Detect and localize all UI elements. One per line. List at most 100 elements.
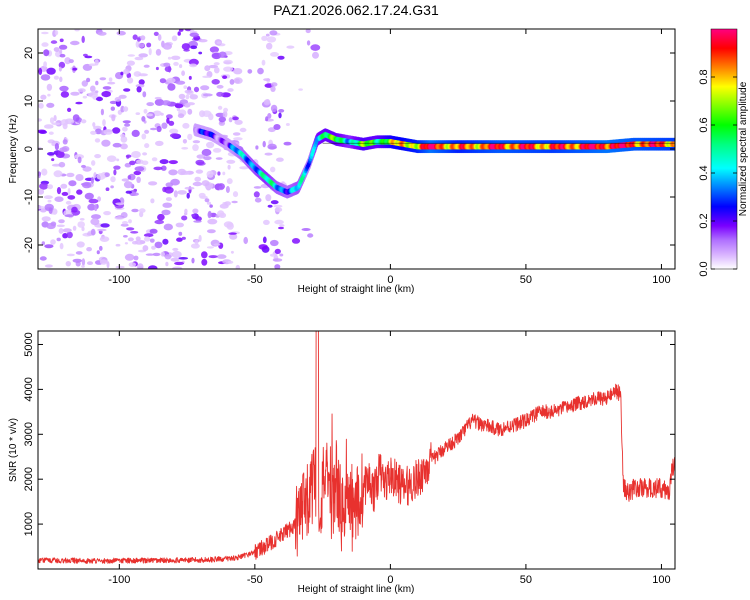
spectrogram-noise-blob <box>71 206 78 213</box>
spectrogram-noise-blob <box>81 226 85 232</box>
spectrogram-noise-blob <box>135 84 145 88</box>
spectrogram-noise-blob <box>152 110 162 117</box>
spectrogram-noise-blob <box>59 38 64 43</box>
spectrogram-noise-blob <box>141 133 147 140</box>
spectrogram-noise-blob <box>152 252 161 257</box>
spectrogram-noise-blob <box>169 128 179 134</box>
spectrogram-noise-blob <box>269 30 278 36</box>
spectrogram-noise-blob <box>59 242 64 250</box>
spectrogram-noise-blob <box>140 35 146 41</box>
spectrogram-noise-blob <box>67 107 72 112</box>
spectrogram-noise-blob <box>100 223 110 228</box>
spectrogram-ytick-label: 0 <box>23 146 35 152</box>
spectrogram-noise-blob <box>172 247 179 251</box>
spectrogram-noise-blob <box>143 64 150 68</box>
spectrogram-noise-blob <box>213 243 221 246</box>
spectrogram-noise-blob <box>305 29 311 34</box>
colorbar-gradient <box>710 28 738 270</box>
spectrogram-noise-blob <box>44 244 54 249</box>
spectrogram-noise-blob <box>47 152 55 156</box>
spectrogram-ylabel: Frequency (Hz) <box>8 115 19 184</box>
spectrogram-noise-blob <box>94 154 101 159</box>
spectrogram-noise-blob <box>209 46 219 53</box>
spectrogram-noise-blob <box>234 119 243 125</box>
spectrogram-noise-blob <box>94 138 101 143</box>
spectrogram-noise-blob <box>270 104 278 113</box>
colorbar-tick-label: 0.0 <box>698 261 710 276</box>
spectrogram-noise-blob <box>206 170 214 178</box>
spectrogram-noise-blob <box>153 166 163 171</box>
spectrogram-ytick-label: 10 <box>23 95 35 107</box>
spectrogram-noise-blob <box>48 131 54 135</box>
spectrogram-noise-blob <box>169 133 180 138</box>
spectrogram-noise-blob <box>189 32 199 37</box>
spectrogram-noise-blob <box>239 127 247 133</box>
spectrogram-noise-blob <box>201 251 208 259</box>
spectrogram-noise-blob <box>168 169 178 176</box>
colorbar-tick-label: 0.6 <box>698 117 710 132</box>
spectrogram-noise-blob <box>182 122 190 129</box>
colorbar-tick-label: 0.4 <box>698 165 710 180</box>
spectrogram-noise-blob <box>206 141 215 149</box>
spectrogram-noise-blob <box>228 232 237 235</box>
spectrogram-noise-blob <box>155 140 164 146</box>
spectrogram-noise-blob <box>146 42 152 48</box>
spectrogram-noise-blob <box>101 139 111 147</box>
spectrogram-ridge-layer <box>193 123 675 199</box>
spectrogram-noise-blob <box>178 93 186 100</box>
spectrogram-noise-blob <box>94 128 102 135</box>
spectrogram-noise-blob <box>253 186 262 189</box>
spectrogram-noise-blob <box>50 40 58 44</box>
spectrogram-noise-blob <box>229 79 235 85</box>
spectrogram-noise-blob <box>232 116 239 121</box>
spectrogram-noise-blob <box>201 258 208 266</box>
spectrogram-noise-blob <box>132 34 138 40</box>
spectrogram-noise-blob <box>122 126 128 132</box>
spectrogram-noise-blob <box>193 220 202 223</box>
spectrogram-noise-blob <box>216 254 227 259</box>
spectrogram-noise-blob <box>243 236 248 245</box>
spectrogram-noise-blob <box>181 43 191 50</box>
spectrogram-noise-blob <box>164 254 172 260</box>
spectrogram-noise-blob <box>81 265 85 268</box>
spectrogram-noise-blob <box>174 261 185 266</box>
colorbar-label: Normalized spectral amplitude <box>738 81 749 216</box>
spectrogram-noise-blob <box>99 245 103 251</box>
spectrogram-noise-blob <box>196 154 206 159</box>
spectrogram-noise-blob <box>130 231 139 234</box>
snr-xtick-label: 100 <box>652 574 670 586</box>
spectrogram-noise-blob <box>155 66 159 71</box>
spectrogram-noise-blob <box>198 234 202 242</box>
spectrogram-noise-blob <box>151 157 158 162</box>
spectrogram-noise-blob <box>148 181 158 186</box>
spectrogram-noise-blob <box>110 106 116 111</box>
spectrogram-noise-blob <box>173 190 178 198</box>
spectrogram-noise-blob <box>54 143 60 151</box>
spectrogram-noise-blob <box>278 226 284 230</box>
spectrogram-noise-blob <box>107 81 116 85</box>
spectrogram-noise-blob <box>178 257 189 260</box>
spectrogram-noise-blob <box>38 171 42 177</box>
snr-ytick-label: 3000 <box>23 422 35 446</box>
spectrogram-noise-blob <box>47 93 51 97</box>
spectrogram-noise-blob <box>195 159 205 166</box>
spectrogram-noise-blob <box>88 63 97 67</box>
spectrogram-noise-blob <box>266 36 277 43</box>
spectrogram-noise-blob <box>126 60 135 66</box>
spectrogram-noise-blob <box>227 88 234 92</box>
spectrogram-noise-blob <box>96 96 103 102</box>
spectrogram-noise-blob <box>135 112 141 115</box>
spectrogram-noise-blob <box>54 30 59 36</box>
spectrogram-noise-blob <box>217 105 223 110</box>
spectrogram-noise-blob <box>184 29 192 32</box>
spectrogram-noise-blob <box>159 78 166 84</box>
spectrogram-noise-blob <box>263 99 271 106</box>
snr-ytick-label: 4000 <box>23 377 35 401</box>
spectrogram-noise-blob <box>58 44 68 50</box>
spectrogram-noise-blob <box>134 166 145 172</box>
spectrogram-noise-blob <box>225 186 230 193</box>
spectrogram-noise-blob <box>146 113 153 117</box>
spectrogram-noise-blob <box>54 196 64 202</box>
spectrogram-noise-blob <box>81 258 86 266</box>
spectrogram-xtick-label: 50 <box>520 274 532 286</box>
